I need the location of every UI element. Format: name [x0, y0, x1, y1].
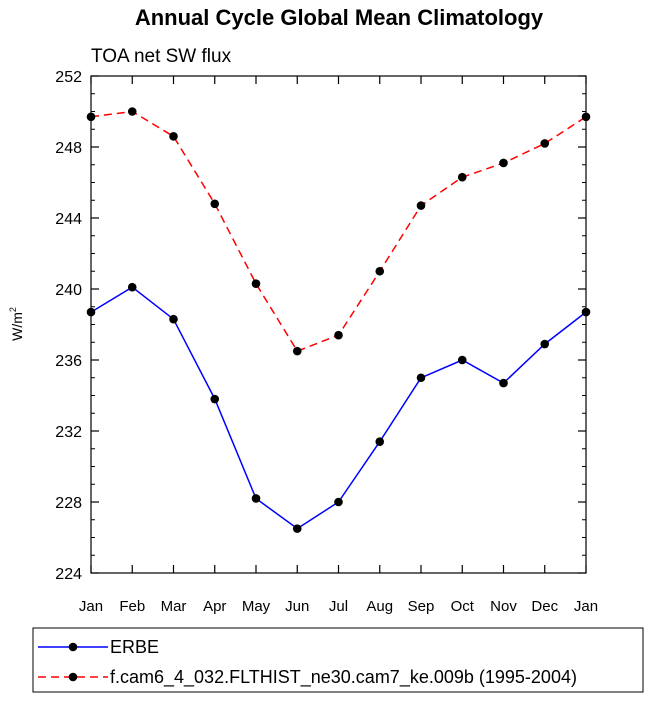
data-point-series-2 [375, 266, 385, 276]
data-point-series-1 [127, 282, 137, 292]
y-tick-label: 240 [55, 282, 82, 299]
y-tick-label: 252 [55, 69, 82, 86]
data-point-series-2 [499, 158, 508, 168]
y-tick-label: 244 [55, 211, 82, 228]
data-point-series-1 [169, 314, 178, 324]
y-tick-label: 236 [55, 353, 82, 370]
data-point-series-1 [540, 339, 550, 349]
data-point-series-1 [210, 394, 220, 404]
data-point-series-1 [86, 307, 96, 317]
data-point-series-1 [499, 378, 508, 388]
data-point-series-1 [292, 524, 302, 533]
legend-marker-2 [68, 672, 78, 682]
data-point-series-2 [292, 346, 302, 356]
data-point-series-1 [375, 437, 385, 446]
x-tick-label: Jun [285, 598, 309, 615]
data-point-series-2 [416, 201, 426, 210]
chart-subtitle: TOA net SW flux [91, 46, 232, 67]
x-tick-label: Sep [408, 598, 435, 615]
y-axis-label-superscript: 2 [8, 307, 18, 312]
data-point-series-2 [334, 330, 343, 340]
chart-title: Annual Cycle Global Mean Climatology [135, 5, 544, 30]
data-point-series-1 [334, 497, 343, 507]
y-tick-label: 232 [55, 424, 82, 441]
series-markers [86, 107, 591, 533]
x-tick-label: Oct [451, 598, 475, 615]
y-axis-label: W/m2 [8, 307, 25, 341]
x-tick-label: Jul [329, 598, 348, 615]
data-point-series-2 [127, 107, 137, 116]
x-tick-label: Apr [203, 598, 226, 615]
x-tick-label: Nov [490, 598, 517, 615]
x-tick-label: May [242, 598, 271, 615]
y-tick-label: 248 [55, 140, 82, 157]
data-point-series-1 [581, 307, 591, 317]
legend-box [32, 627, 644, 693]
y-tick-label: 224 [55, 566, 82, 583]
series-line-1 [90, 286, 587, 530]
y-axis-ticks: 224 228 232 236 240 244 248 252 [55, 69, 586, 583]
series-line-2 [90, 110, 587, 353]
x-axis-ticks: Jan Feb Mar Apr May Jun Jul Aug Sep Oct Nov Dec Jan [79, 76, 598, 615]
plot-area: 224 228 232 236 240 244 248 252 Jan Feb Mar Apr May… [55, 69, 598, 615]
data-point-series-2 [86, 112, 96, 122]
data-point-series-1 [251, 494, 261, 503]
data-point-series-2 [169, 132, 178, 141]
x-tick-label: Aug [366, 598, 393, 615]
y-axis-label-text: W/m [9, 312, 25, 341]
data-point-series-1 [416, 373, 426, 383]
legend-items: ERBE f.cam6_4_032.FLTHIST_ne30.cam7_ke.00… [38, 637, 577, 688]
data-point-series-1 [457, 355, 467, 365]
legend-label-1: ERBE [110, 637, 159, 657]
x-tick-label: Jan [79, 598, 103, 615]
x-tick-label: Jan [574, 598, 598, 615]
legend-label-2: f.cam6_4_032.FLTHIST_ne30.cam7_ke.009b (… [110, 667, 577, 688]
data-point-series-2 [251, 279, 261, 288]
x-tick-label: Mar [161, 598, 187, 615]
y-tick-label: 228 [55, 495, 82, 512]
x-tick-label: Feb [119, 598, 145, 615]
legend-marker-1 [68, 642, 78, 652]
x-tick-label: Dec [531, 598, 558, 615]
data-point-series-2 [210, 199, 220, 209]
series-lines [90, 110, 587, 530]
legend: ERBE f.cam6_4_032.FLTHIST_ne30.cam7_ke.00… [32, 627, 644, 693]
data-point-series-2 [540, 139, 550, 148]
data-point-series-2 [457, 172, 467, 182]
data-point-series-2 [581, 112, 591, 122]
